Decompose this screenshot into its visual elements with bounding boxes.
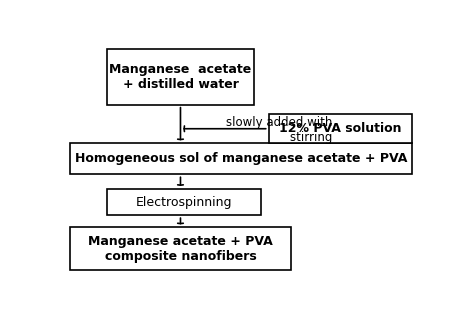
Text: Electrospinning: Electrospinning [136,196,232,208]
Text: slowly added with
    stirring: slowly added with stirring [227,116,333,144]
FancyBboxPatch shape [70,143,412,174]
Text: 12% PVA solution: 12% PVA solution [279,122,401,135]
Text: Homogeneous sol of manganese acetate + PVA: Homogeneous sol of manganese acetate + P… [75,152,407,165]
FancyBboxPatch shape [107,189,261,215]
FancyBboxPatch shape [107,49,254,105]
Text: Manganese  acetate
+ distilled water: Manganese acetate + distilled water [109,63,252,91]
FancyBboxPatch shape [70,227,291,271]
Text: Manganese acetate + PVA
composite nanofibers: Manganese acetate + PVA composite nanofi… [88,235,273,263]
FancyBboxPatch shape [269,114,412,143]
